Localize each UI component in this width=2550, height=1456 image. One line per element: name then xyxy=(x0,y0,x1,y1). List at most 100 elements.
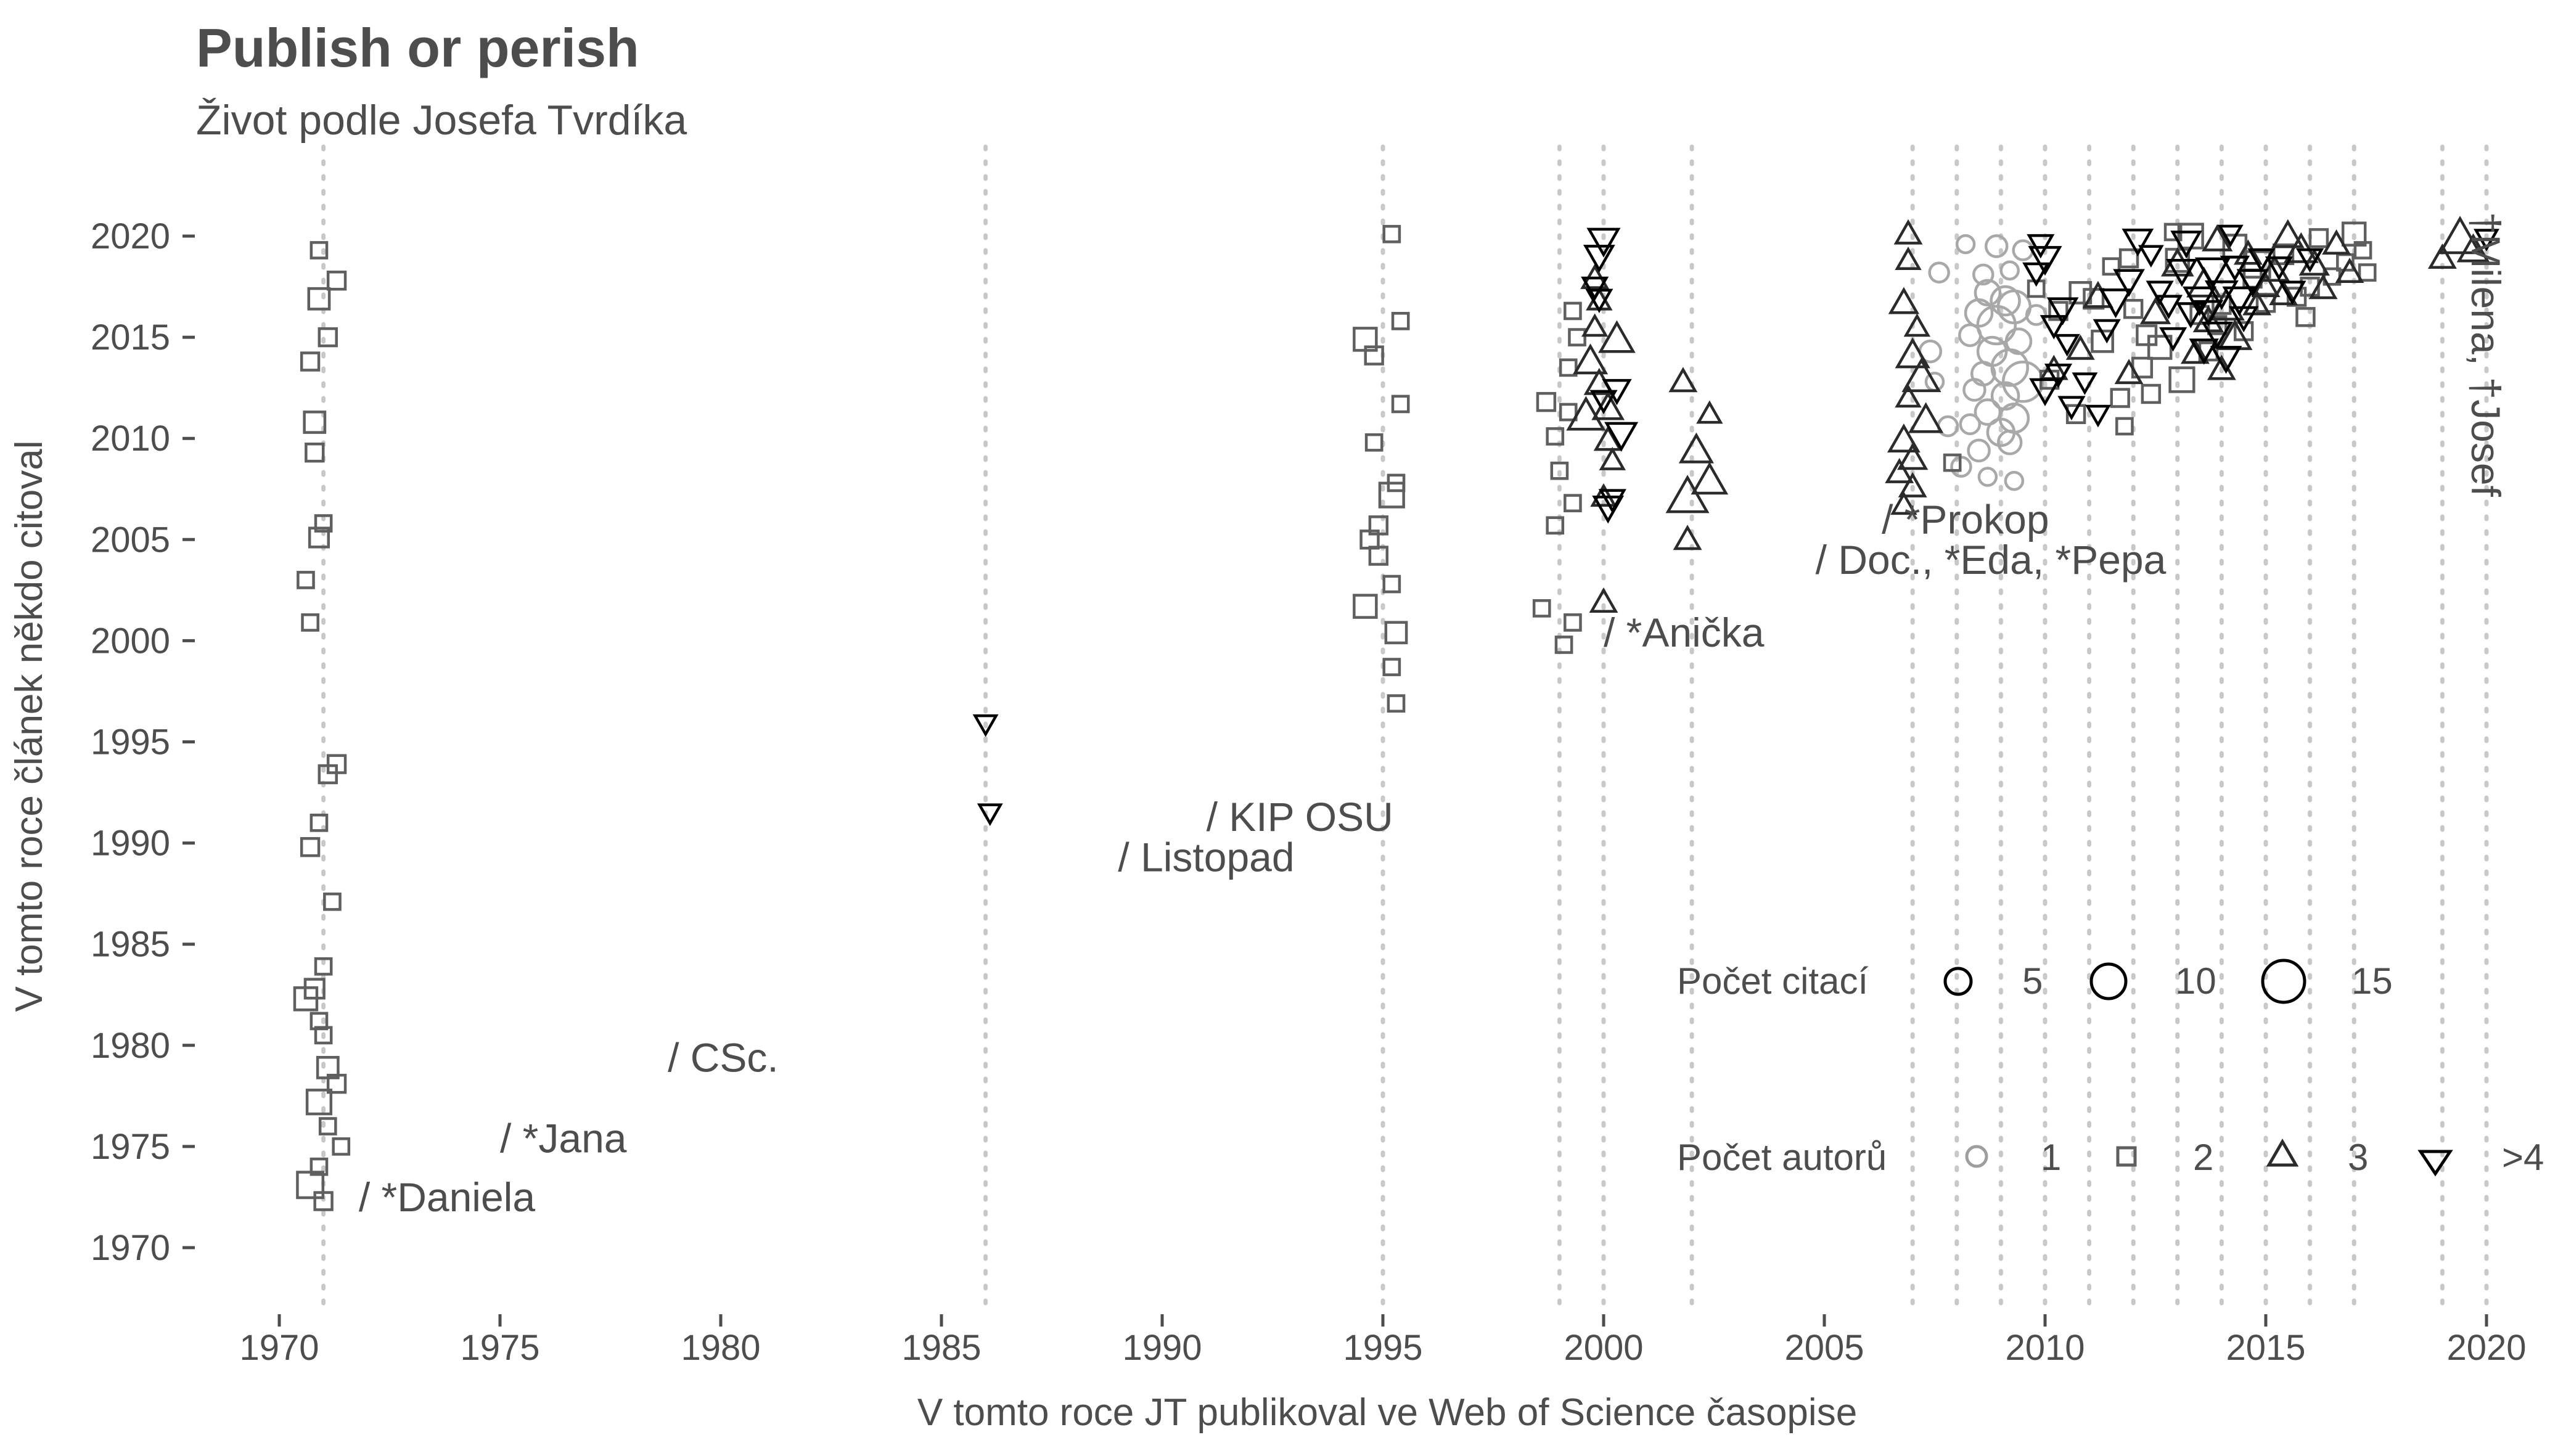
point-triangle-down-19 xyxy=(2057,396,2086,420)
point-triangle-down-30 xyxy=(2194,257,2231,289)
point-circle-13 xyxy=(2001,361,2044,403)
point-triangle-up-14 xyxy=(1678,432,1714,464)
point-triangle-down-5 xyxy=(1585,288,1613,313)
point-triangle-up-25 xyxy=(1908,402,1944,433)
point-triangle-down-27 xyxy=(2166,259,2198,287)
point-circle-2 xyxy=(1999,260,2020,281)
point-triangle-up-21 xyxy=(1903,313,1931,337)
point-square-23 xyxy=(305,1089,333,1116)
point-square-36 xyxy=(1378,481,1405,509)
annotations: / *Daniela / *Jana / CSc. / KIP OSU/ Listop… xyxy=(359,212,2509,1220)
legend-size-label-5: 5 xyxy=(2022,960,2043,1002)
point-triangle-down-40 xyxy=(2159,327,2187,352)
legend-size-key-15: 15 xyxy=(2261,959,2393,1004)
legend-shape-key-4plus: >4 xyxy=(2417,1137,2544,1178)
point-square-2 xyxy=(307,287,331,311)
point-square-30 xyxy=(1391,311,1410,330)
point-square-42 xyxy=(1384,621,1408,645)
point-triangle-down-26 xyxy=(2154,295,2183,319)
legend-size-marker-5 xyxy=(1943,967,1973,996)
point-triangle-down-14 xyxy=(2046,297,2079,325)
point-square-7 xyxy=(314,514,333,533)
point-triangle-down-28 xyxy=(2170,231,2202,259)
y-axis: 1970 1975 1980 1985 1990 1995 2000 2005 2010 2015… xyxy=(91,216,195,1268)
point-circle-7 xyxy=(1976,305,2017,346)
point-circle-28 xyxy=(2025,304,2048,326)
point-triangle-down-48 xyxy=(2220,255,2250,282)
point-circle-1 xyxy=(1984,234,2009,258)
legend-size-label-10: 10 xyxy=(2175,960,2216,1002)
point-circle-24 xyxy=(2004,470,2025,491)
legend-triangle-up-icon xyxy=(2266,1139,2299,1167)
point-triangle-up-23 xyxy=(1901,358,1941,393)
point-square-52 xyxy=(1564,613,1582,632)
point-triangle-up-50 xyxy=(2251,271,2281,297)
point-square-41 xyxy=(1353,594,1378,619)
point-triangle-down-45 xyxy=(2474,229,2499,252)
legend: Počet citací 5 10 15 Počet autorů 1 2 3 xyxy=(1677,959,2544,1178)
point-triangle-up-17 xyxy=(1673,525,1702,550)
point-square-3 xyxy=(318,327,338,348)
annotation-1: / *Jana xyxy=(500,1116,627,1161)
y-tick-label-7: 2005 xyxy=(91,520,170,560)
x-tick-label-5: 1995 xyxy=(1343,1328,1422,1368)
annotation-0: / *Daniela xyxy=(359,1174,535,1220)
point-triangle-down-23 xyxy=(2113,269,2145,297)
y-tick-label-1: 1975 xyxy=(91,1127,170,1167)
annotation-3: / KIP OSU xyxy=(1207,794,1393,840)
point-square-14 xyxy=(300,836,321,857)
point-square-40 xyxy=(1382,575,1401,594)
point-triangle-down-2 xyxy=(1586,227,1621,258)
y-tick-label-10: 2020 xyxy=(91,216,170,256)
point-square-4 xyxy=(300,351,321,372)
legend-shape-key-3: 3 xyxy=(2266,1137,2368,1178)
point-triangle-down-12 xyxy=(2028,246,2062,276)
y-tick-label-3: 1985 xyxy=(91,925,170,965)
point-square-32 xyxy=(1364,345,1384,366)
point-triangle-down-43 xyxy=(2278,280,2306,305)
point-square-9 xyxy=(297,571,315,589)
chart-title: Publish or perish xyxy=(196,17,639,78)
point-triangle-down-17 xyxy=(2044,363,2073,388)
point-triangle-down-13 xyxy=(2022,262,2051,287)
point-triangle-down-46 xyxy=(2093,319,2121,344)
point-triangle-down-25 xyxy=(2138,245,2164,268)
point-triangle-up-32 xyxy=(2065,334,2095,360)
point-circle-27 xyxy=(1928,261,1950,284)
point-triangle-up-2 xyxy=(1598,320,1636,353)
point-square-1 xyxy=(326,271,347,291)
point-triangle-up-27 xyxy=(1897,443,1929,470)
point-square-58 xyxy=(2027,279,2046,298)
y-tick-label-5: 1995 xyxy=(91,722,170,763)
point-triangle-up-28 xyxy=(1885,457,1914,483)
point-square-84 xyxy=(2110,388,2130,408)
point-square-27 xyxy=(296,1171,325,1200)
point-circle-21 xyxy=(1996,430,2023,456)
point-triangle-up-22 xyxy=(1895,337,1930,369)
point-triangle-up-45 xyxy=(2298,248,2330,276)
y-tick-label-2: 1980 xyxy=(91,1026,170,1066)
legend-circle-icon xyxy=(1965,1145,1988,1168)
point-triangle-up-24 xyxy=(1895,384,1922,408)
y-tick-label-8: 2010 xyxy=(91,419,170,459)
point-square-49 xyxy=(1564,494,1582,513)
point-square-22 xyxy=(326,1073,347,1094)
point-square-28 xyxy=(313,1191,334,1211)
legend-size-marker-15 xyxy=(2261,959,2306,1004)
point-triangle-down-4 xyxy=(1581,276,1609,301)
point-triangle-down-11 xyxy=(2027,234,2055,259)
x-tick-label-9: 2015 xyxy=(2226,1328,2305,1368)
point-circle-14 xyxy=(1962,378,1986,402)
point-triangle-down-22 xyxy=(2099,288,2133,319)
y-tick-label-6: 2000 xyxy=(91,621,170,661)
point-circle-18 xyxy=(1959,413,1982,435)
point-square-8 xyxy=(308,526,330,549)
point-square-45 xyxy=(1536,391,1557,412)
point-square-60 xyxy=(2068,280,2093,305)
point-triangle-down-36 xyxy=(2189,338,2219,365)
annotation-4: / Listopad xyxy=(1118,835,1294,880)
point-triangle-down-10 xyxy=(1592,496,1625,524)
legend-size-title: Počet citací xyxy=(1677,960,1868,1002)
legend-shape-label-4plus: >4 xyxy=(2502,1137,2544,1178)
legend-shape-title: Počet autorů xyxy=(1677,1137,1887,1178)
